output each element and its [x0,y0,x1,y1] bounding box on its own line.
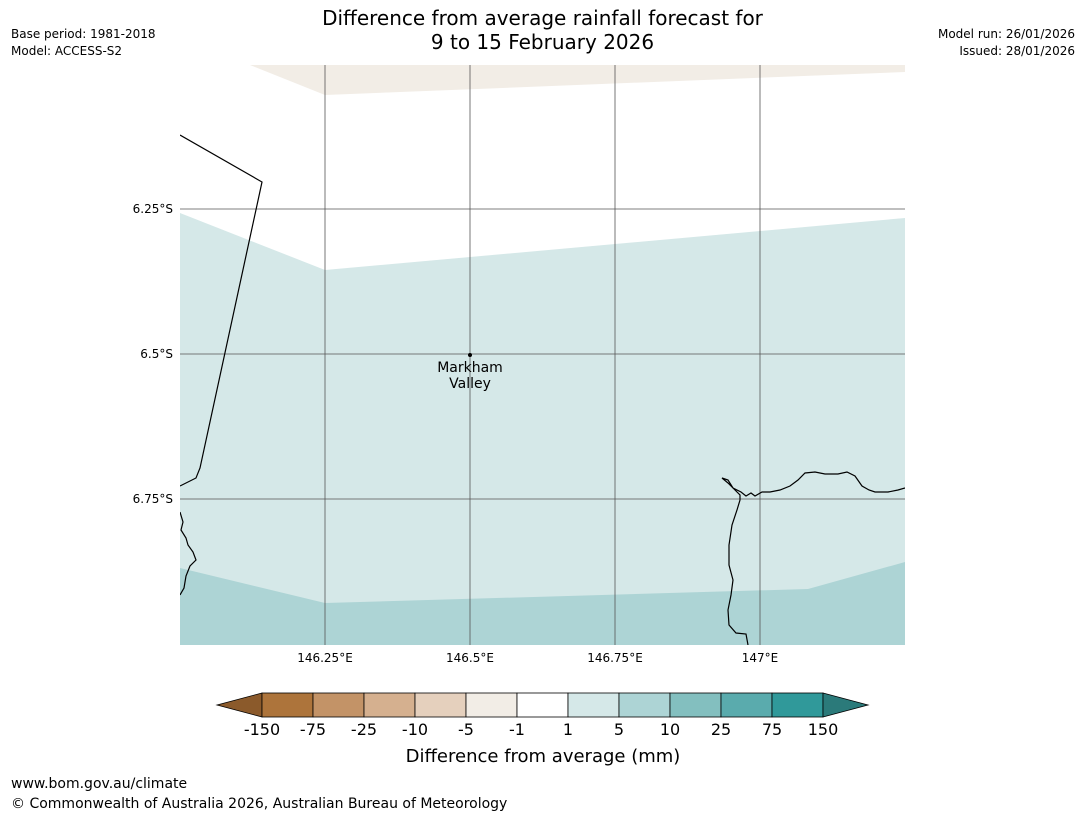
footer-url: www.bom.gov.au/climate [11,776,188,792]
colorbar-tick-label: 75 [762,720,782,739]
colorbar-swatch [771,692,824,718]
colorbar-swatch [618,692,671,718]
colorbar-swatch [516,692,569,718]
colorbar-swatch [261,692,314,718]
meta-right: Model run: 26/01/2026 Issued: 28/01/2026 [938,26,1075,60]
colorbar-tick-label: -1 [509,720,525,739]
colorbar-label: Difference from average (mm) [406,746,681,767]
colorbar-tick-label: -5 [458,720,474,739]
gulf-coast-line [721,471,905,645]
place-marker [468,353,472,357]
title-line-2: 9 to 15 February 2026 [430,30,655,54]
colorbar-tick-label: -25 [351,720,377,739]
lat-label-6-25: 6.25°S [133,202,173,216]
colorbar-tick-label: -75 [300,720,326,739]
colorbar-tick-label: -150 [244,720,280,739]
lat-label-6-75: 6.75°S [133,492,173,506]
map-area [180,65,905,645]
band-minus5-minus1 [180,65,905,95]
colorbar-swatch [720,692,773,718]
colorbar: -150 -75 -25 -10 -5 -1 1 5 10 25 75 150 [215,692,870,739]
colorbar-swatch [363,692,416,718]
colorbar-tick-label: 1 [563,720,573,739]
colorbar-extend-high [822,692,870,718]
lon-label-147: 147°E [742,651,779,665]
colorbar-tick-label: 150 [808,720,839,739]
footer: www.bom.gov.au/climate © Commonwealth of… [11,774,507,814]
colorbar-swatch [312,692,365,718]
meta-left: Base period: 1981-2018 Model: ACCESS-S2 [11,26,156,60]
base-period-text: Base period: 1981-2018 [11,27,156,41]
lon-label-146-25: 146.25°E [297,651,353,665]
colorbar-swatch [567,692,620,718]
colorbar-tick-label: -10 [402,720,428,739]
band-5-10 [180,562,905,645]
colorbar-swatch [465,692,518,718]
colorbar-swatch [669,692,722,718]
lat-label-6-5: 6.5°S [140,347,173,361]
west-coast-line [180,511,197,596]
band-1-5 [180,213,905,645]
coastline [180,134,905,645]
gridlines [180,65,905,645]
lon-label-146-75: 146.75°E [587,651,643,665]
footer-copyright: © Commonwealth of Australia 2026, Austra… [11,796,508,812]
colorbar-swatch [414,692,467,718]
lon-label-146-5: 146.5°E [446,651,494,665]
colorbar-extend-low [215,692,263,718]
chart-title: Difference from average rainfall forecas… [0,6,1085,54]
model-run-text: Model run: 26/01/2026 [937,27,1075,41]
place-label-line-2: Valley [449,376,491,392]
border-line [180,134,263,487]
title-line-1: Difference from average rainfall forecas… [322,6,763,30]
colorbar-tick-label: 10 [660,720,680,739]
issued-text: Issued: 28/01/2026 [959,44,1075,58]
colorbar-tick-label: 25 [711,720,731,739]
place-label-line-1: Markham [437,360,503,376]
model-text: Model: ACCESS-S2 [11,44,123,58]
colorbar-tick-label: 5 [614,720,624,739]
